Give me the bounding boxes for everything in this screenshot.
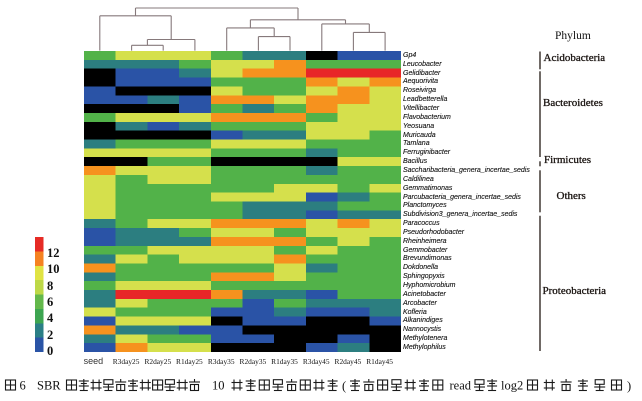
svg-text:): ) bbox=[627, 379, 631, 393]
svg-text:6: 6 bbox=[20, 379, 26, 393]
svg-text:log2: log2 bbox=[501, 379, 523, 393]
svg-text:(: ( bbox=[342, 379, 346, 393]
svg-text:10: 10 bbox=[212, 379, 225, 393]
svg-text:read: read bbox=[450, 379, 472, 393]
svg-text:SBR: SBR bbox=[37, 379, 61, 393]
